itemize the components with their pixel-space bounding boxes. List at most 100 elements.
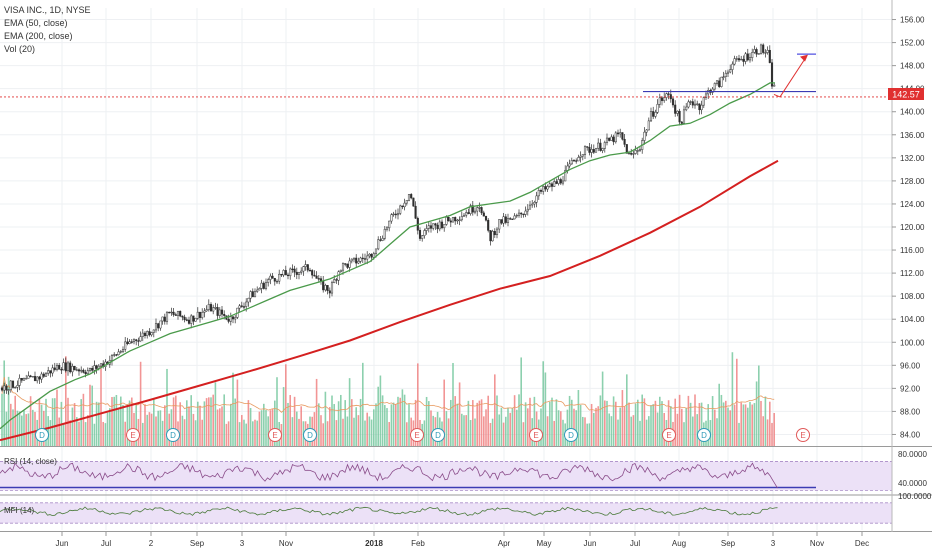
time-axis: Jun Jul 2 Sep 3 Nov 2018 Feb Apr May Jun Jul Aug Sep 3… (56, 532, 869, 548)
volume-bar (153, 397, 155, 446)
volume-bar (296, 411, 298, 446)
volume-bar (533, 396, 536, 446)
volume-bar (84, 422, 87, 446)
volume-bar (577, 390, 580, 446)
price-tick-label: 140.00 (900, 108, 925, 117)
volume-bar (3, 360, 5, 446)
volume-bar (76, 417, 78, 446)
price-tick-label: 92.00 (900, 384, 921, 393)
candle-body (454, 217, 457, 222)
candle-body (553, 181, 556, 187)
volume-bar (232, 372, 234, 446)
candle-body (621, 132, 624, 140)
volume-bar (738, 422, 740, 446)
candle-body (58, 364, 61, 370)
volume-bar (731, 352, 734, 446)
volume-bar (458, 382, 461, 446)
candle-body (460, 216, 463, 221)
candle-body (473, 210, 477, 213)
candle-body (157, 323, 160, 329)
volume-bar (252, 421, 254, 446)
price-tick-label: 108.00 (900, 292, 925, 301)
volume-bar (447, 418, 450, 446)
volume-bar (500, 407, 503, 446)
candle-body (49, 370, 52, 374)
candle-body (170, 311, 173, 314)
candle-body (588, 146, 591, 153)
price-tick-label: 116.00 (900, 246, 924, 255)
volume-bar (344, 400, 346, 446)
volume-bar (234, 398, 236, 446)
candle-body (751, 52, 754, 58)
candle-body (271, 275, 274, 279)
candle-body (93, 365, 96, 371)
volume-bar (399, 397, 401, 446)
volume-bar (656, 412, 659, 446)
candle-body (119, 351, 122, 353)
volume-bar (131, 397, 133, 446)
mfi-line (0, 506, 778, 517)
candle-body (322, 280, 325, 291)
candle-body (601, 148, 604, 151)
volume-bar (98, 402, 100, 446)
volume-bar (650, 405, 652, 446)
candle-body (80, 369, 83, 372)
volume-bar (485, 409, 487, 446)
candle-body (515, 214, 518, 217)
candle-body (691, 101, 694, 106)
candle-body (209, 304, 213, 312)
candle-body (346, 263, 349, 268)
volume-bar (386, 408, 388, 446)
volume-bar (661, 401, 663, 446)
candle-body (152, 329, 155, 333)
candle-body (361, 257, 364, 260)
candle-body (275, 280, 279, 283)
volume-bar (727, 407, 729, 446)
candle-body (489, 230, 492, 242)
candle-body (383, 228, 386, 239)
volume-bar (318, 403, 320, 446)
volume-bar (291, 417, 294, 446)
volume-bar (155, 416, 157, 446)
candle-body (220, 309, 224, 315)
volume-bar (582, 416, 584, 446)
candle-body (539, 190, 543, 192)
candle-body (390, 214, 393, 222)
candle-body (381, 238, 384, 241)
candle-body (443, 224, 446, 229)
candle-body (326, 285, 329, 291)
volume-bar (364, 420, 366, 446)
volume-bar (472, 400, 474, 446)
volume-bar (698, 403, 701, 446)
candle-body (306, 264, 309, 271)
volume-bar (454, 396, 456, 446)
price-tick-label: 84.00 (900, 430, 921, 439)
candle-body (526, 208, 529, 212)
candle-body (423, 230, 426, 236)
volume-bar (474, 418, 476, 446)
volume-bar (491, 418, 494, 446)
candle-body (740, 58, 743, 61)
volume-bar (351, 399, 353, 446)
candle-body (330, 282, 334, 294)
candle-body (396, 213, 400, 216)
candle-body (75, 369, 78, 371)
candle-body (715, 80, 719, 84)
volume-bar (45, 398, 47, 446)
candle-body (693, 103, 697, 106)
time-tick-label: Jun (584, 539, 597, 548)
candle-body (9, 380, 12, 390)
candle-body (267, 279, 270, 283)
candle-body (614, 132, 617, 143)
candle-body (183, 316, 186, 320)
candle-body (522, 213, 525, 216)
mfi-band (0, 502, 892, 524)
volume-bar (144, 404, 146, 446)
volume-bar (392, 402, 395, 446)
volume-bar (467, 400, 470, 446)
volume-bar (498, 414, 500, 446)
volume-bar (718, 383, 720, 446)
volume-bar (282, 387, 285, 446)
volume-bar (443, 379, 445, 446)
